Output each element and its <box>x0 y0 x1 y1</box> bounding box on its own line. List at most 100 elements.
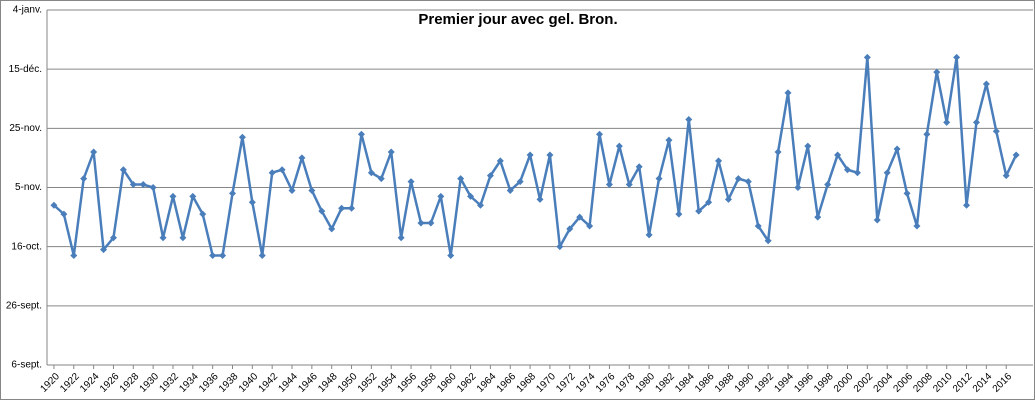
data-point <box>367 169 375 177</box>
data-point <box>824 181 832 189</box>
data-point <box>933 68 941 76</box>
data-point <box>268 169 276 177</box>
data-point <box>139 181 147 189</box>
data-point <box>794 184 802 191</box>
data-point <box>596 130 604 138</box>
data-point <box>288 186 296 194</box>
data-point <box>60 210 68 218</box>
data-point <box>834 151 842 159</box>
data-point <box>70 252 78 260</box>
data-point <box>734 175 742 183</box>
data-point <box>913 222 921 230</box>
data-point <box>655 175 663 183</box>
data-point <box>129 181 137 189</box>
y-tick-label: 4-janv. <box>13 5 42 16</box>
data-point <box>992 127 1000 135</box>
data-point <box>774 148 782 156</box>
data-point <box>784 89 792 97</box>
data-point <box>50 201 58 209</box>
data-point <box>169 192 177 200</box>
data-point <box>576 213 584 221</box>
data-point <box>1002 172 1010 180</box>
data-point <box>328 225 336 233</box>
data-point <box>804 142 812 150</box>
data-point <box>159 234 167 242</box>
data-point <box>506 186 514 194</box>
data-point <box>873 216 881 224</box>
data-point <box>943 118 951 126</box>
data-point <box>883 169 891 177</box>
data-point <box>496 157 504 165</box>
data-point <box>199 210 207 218</box>
data-point <box>923 130 931 138</box>
data-point <box>219 252 227 260</box>
data-point <box>80 175 88 183</box>
data-point <box>546 151 554 159</box>
data-point <box>248 198 256 206</box>
data-point <box>467 192 475 200</box>
data-point <box>903 189 911 197</box>
data-point <box>348 204 356 212</box>
data-point <box>675 210 683 218</box>
data-point <box>457 175 465 183</box>
data-point <box>566 225 574 233</box>
data-point <box>972 118 980 126</box>
data-point <box>338 204 346 212</box>
data-point <box>863 53 871 61</box>
data-point <box>635 163 643 171</box>
y-tick-label: 15-déc. <box>9 64 42 75</box>
data-point <box>397 234 405 242</box>
data-point <box>695 207 703 215</box>
data-point <box>605 181 613 189</box>
data-point <box>744 178 752 186</box>
data-point <box>377 175 385 183</box>
data-point <box>238 133 246 141</box>
data-point <box>586 222 594 230</box>
data-point <box>476 201 484 209</box>
data-point <box>526 151 534 159</box>
data-point <box>953 53 961 61</box>
data-point <box>149 184 157 191</box>
data-point <box>189 192 197 200</box>
data-point <box>357 130 365 138</box>
y-tick-label: 26-sept. <box>6 300 42 311</box>
data-point <box>228 189 236 197</box>
data-point <box>179 234 187 242</box>
data-point <box>645 231 653 239</box>
data-point <box>427 219 435 227</box>
data-point <box>278 166 286 174</box>
data-point <box>893 145 901 153</box>
data-point <box>715 157 723 165</box>
data-point <box>417 219 425 227</box>
data-point <box>258 252 266 260</box>
data-point <box>119 166 127 174</box>
data-point <box>665 136 673 144</box>
data-point <box>407 178 415 186</box>
data-point <box>685 115 693 123</box>
data-point <box>109 234 117 242</box>
data-point <box>963 201 971 209</box>
data-point <box>486 172 494 180</box>
data-point <box>705 198 713 206</box>
chart-title: Premier jour avec gel. Bron. <box>418 11 617 28</box>
data-point <box>1012 151 1020 159</box>
y-tick-label: 5-nov. <box>15 182 42 193</box>
data-point <box>318 207 326 215</box>
data-point <box>100 246 108 254</box>
data-point <box>437 192 445 200</box>
data-point <box>298 154 306 162</box>
data-point <box>764 237 772 245</box>
data-point <box>754 222 762 230</box>
data-point <box>447 252 455 260</box>
data-point <box>615 142 623 150</box>
data-point <box>844 166 852 174</box>
data-point <box>308 186 316 194</box>
data-point <box>90 148 98 156</box>
data-point <box>536 195 544 203</box>
data-point <box>209 252 217 260</box>
data-point <box>625 181 633 189</box>
data-point <box>853 169 861 177</box>
y-tick-label: 16-oct. <box>11 241 42 252</box>
data-point <box>516 178 524 186</box>
